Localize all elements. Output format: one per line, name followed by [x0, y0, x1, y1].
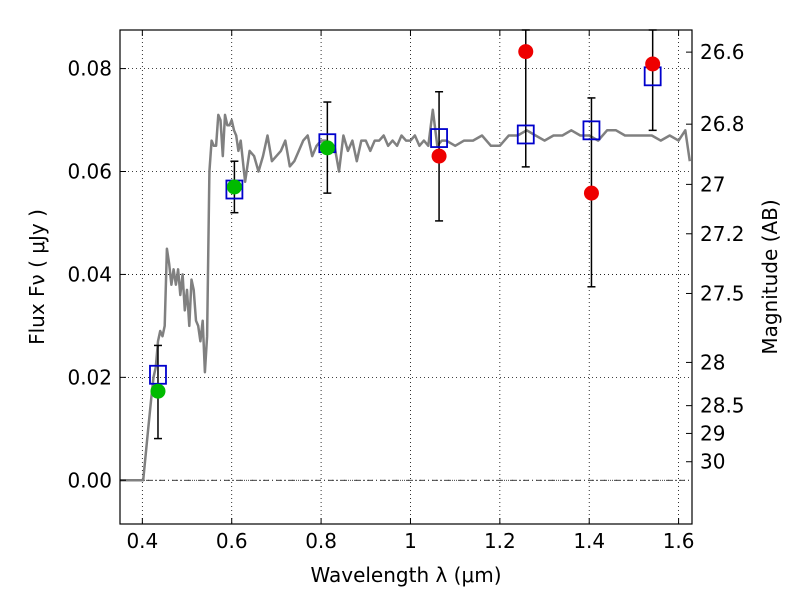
magnitude-tick-label: 28 — [700, 350, 725, 374]
magnitude-tick-label: 26.8 — [700, 112, 745, 136]
observed-point-green — [319, 140, 335, 156]
x-tick-label: 1.2 — [484, 529, 516, 553]
magnitude-axis-ticks: 26.6 26.8 27 27.2 27.5 28 28.5 29 30 — [686, 40, 745, 474]
x-tick-label: 0.6 — [216, 529, 248, 553]
model-photometry-box — [582, 120, 601, 141]
y-axis-label: Flux Fν ( μJy ) — [25, 209, 49, 345]
x-tick-label: 1.6 — [663, 529, 695, 553]
model-photometry-boxes — [149, 66, 662, 385]
observed-point-red — [518, 44, 534, 60]
y-tick-label: 0.06 — [67, 160, 112, 184]
observed-point-red — [431, 148, 447, 164]
magnitude-tick-label: 28.5 — [700, 394, 745, 418]
observed-point-red — [645, 56, 661, 72]
magnitude-tick-label: 26.6 — [700, 40, 745, 64]
magnitude-tick-label: 27 — [700, 172, 725, 196]
magnitude-tick-label: 30 — [700, 450, 725, 474]
x-tick-label: 0.4 — [126, 529, 158, 553]
magnitude-tick-label: 27.2 — [700, 222, 745, 246]
x-tick-label: 1 — [404, 529, 417, 553]
observed-photometry-points — [150, 44, 661, 399]
model-photometry-box — [430, 128, 448, 148]
error-bars — [153, 29, 657, 440]
x-tick-label: 0.8 — [305, 529, 337, 553]
y-tick-label: 0.02 — [67, 365, 112, 389]
y-tick-label: 0.00 — [67, 468, 112, 492]
model-photometry-box — [516, 124, 535, 145]
magnitude-tick-label: 29 — [700, 421, 725, 445]
y-axis-ticks: 0.00 0.02 0.04 0.06 0.08 — [67, 57, 126, 492]
observed-point-red — [583, 185, 599, 201]
plot-frame — [119, 29, 693, 525]
magnitude-tick-label: 27.5 — [700, 281, 745, 305]
magnitude-axis-label: Magnitude (AB) — [758, 199, 782, 354]
sed-model-line — [120, 108, 692, 482]
x-axis-label: Wavelength λ (μm) — [310, 563, 501, 587]
x-tick-label: 1.4 — [573, 529, 605, 553]
grid-lines — [120, 30, 692, 524]
y-tick-label: 0.04 — [67, 262, 112, 286]
observed-point-green — [226, 179, 242, 195]
x-axis-ticks: 0.4 0.6 0.8 1 1.2 1.4 1.6 — [126, 30, 695, 553]
y-tick-label: 0.08 — [67, 57, 112, 81]
observed-point-green — [150, 383, 166, 399]
